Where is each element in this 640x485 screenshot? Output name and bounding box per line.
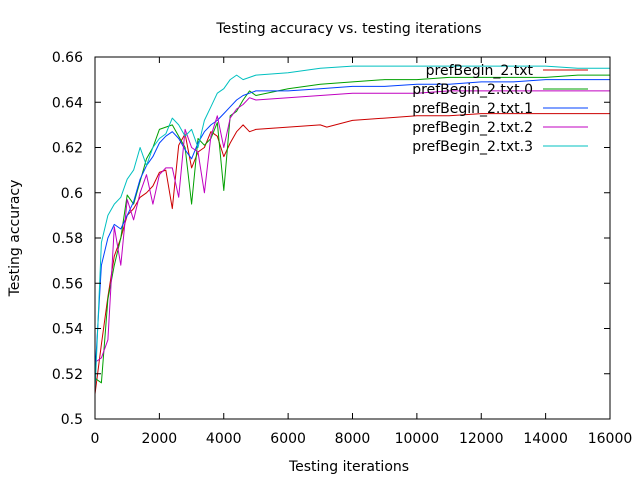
- y-tick-label: 0.6: [61, 186, 83, 202]
- y-tick-label: 0.54: [52, 322, 83, 338]
- series-layer: [94, 65, 610, 395]
- y-tick-label: 0.56: [52, 276, 83, 292]
- chart-title: Testing accuracy vs. testing iterations: [215, 21, 481, 37]
- y-tick-label: 0.64: [52, 95, 83, 111]
- y-tick-label: 0.5: [61, 412, 83, 428]
- x-tick-label: 4000: [206, 431, 242, 447]
- series-line-0: [94, 113, 610, 395]
- series-line-2: [94, 79, 610, 374]
- y-axis-label: Testing accuracy: [7, 180, 23, 298]
- plot-frame: [94, 56, 611, 420]
- legend-label-1: prefBegin_2.txt.0: [412, 82, 533, 98]
- x-tick-label: 14000: [523, 431, 568, 447]
- x-axis-label: Testing iterations: [288, 459, 409, 475]
- y-tick-label: 0.66: [52, 50, 83, 66]
- legend-label-0: prefBegin_2.txt: [426, 63, 534, 79]
- x-tick-label: 10000: [395, 431, 440, 447]
- x-tick-label: 8000: [335, 431, 371, 447]
- ticks-layer: 0 2000 4000 6000 8000 10000 12000 14000 16000 0.5…: [52, 50, 632, 447]
- legend-label-2: prefBegin_2.txt.1: [412, 101, 533, 117]
- x-tick-label: 12000: [459, 431, 504, 447]
- y-tick-label: 0.62: [52, 141, 83, 157]
- legend: prefBegin_2.txt prefBegin_2.txt.0 prefBegi…: [412, 63, 588, 155]
- legend-label-4: prefBegin_2.txt.3: [412, 139, 533, 155]
- x-tick-label: 6000: [270, 431, 306, 447]
- y-tick-label: 0.58: [52, 231, 83, 247]
- x-tick-label: 2000: [142, 431, 178, 447]
- x-tick-label: 0: [91, 431, 100, 447]
- legend-label-3: prefBegin_2.txt.2: [412, 120, 533, 136]
- x-tick-label: 16000: [588, 431, 633, 447]
- series-line-3: [94, 90, 610, 363]
- series-line-4: [94, 65, 610, 392]
- y-tick-label: 0.52: [52, 367, 83, 383]
